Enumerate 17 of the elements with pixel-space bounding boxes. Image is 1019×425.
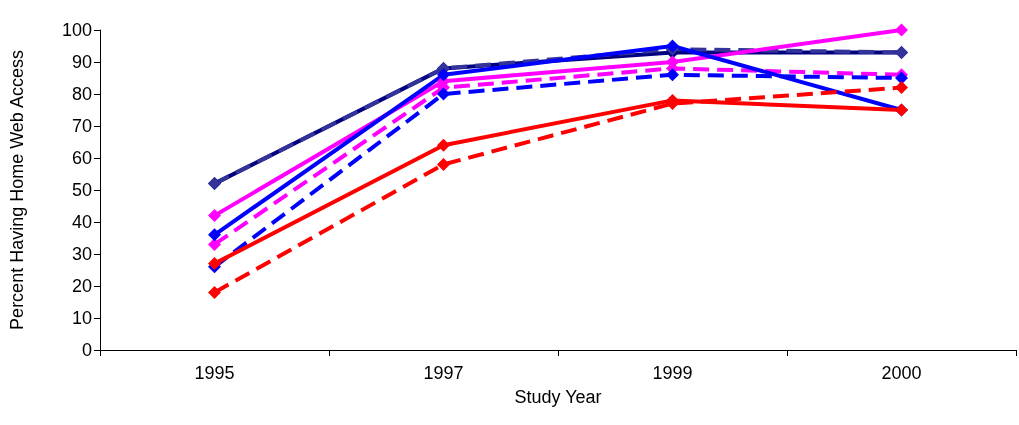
y-tick-label: 50 [71,180,92,200]
y-tick-label: 10 [71,308,92,328]
y-tick-label: 60 [71,148,92,168]
y-tick-label: 90 [71,52,92,72]
y-axis-title: Percent Having Home Web Access [7,50,27,330]
x-tick-label: 1995 [194,363,235,383]
x-tick-label: 2000 [881,363,922,383]
y-tick-label: 40 [71,212,92,232]
x-tick-label: 1999 [652,363,693,383]
y-tick-label: 20 [71,276,92,296]
y-tick-label: 0 [81,340,92,360]
y-tick-label: 30 [71,244,92,264]
y-tick-label: 80 [71,84,92,104]
y-tick-label: 70 [71,116,92,136]
y-tick-label: 100 [61,20,92,40]
x-tick-label: 1997 [423,363,464,383]
x-axis-title: Study Year [514,387,602,407]
